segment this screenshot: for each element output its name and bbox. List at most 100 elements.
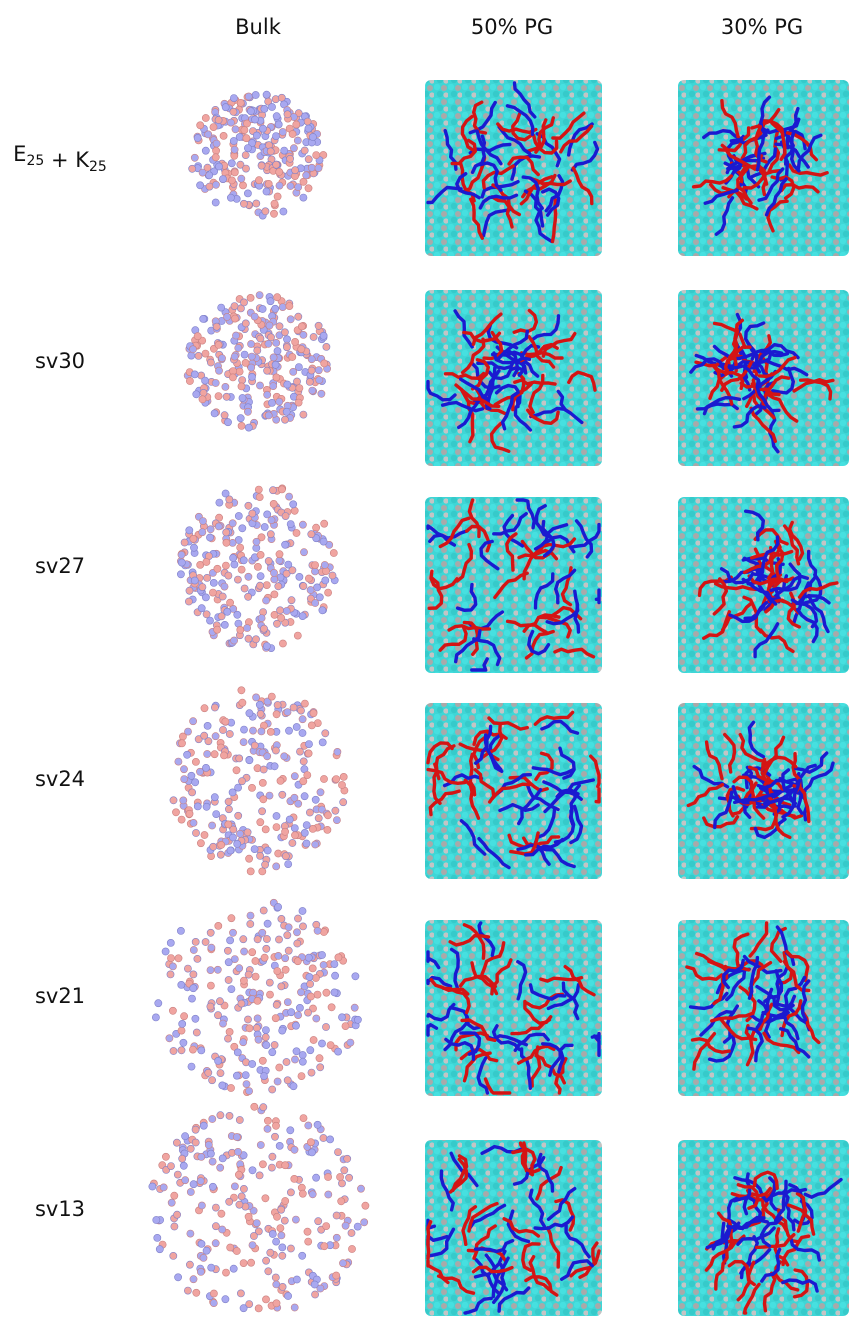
bead (273, 711, 280, 718)
bead (243, 135, 250, 142)
bead (284, 111, 291, 118)
bead (260, 1104, 267, 1111)
bead (276, 1064, 283, 1071)
bead (297, 989, 304, 996)
bead (322, 1023, 329, 1030)
bead (227, 847, 234, 854)
bead (318, 951, 325, 958)
bead (235, 1171, 242, 1178)
bead (256, 1172, 263, 1179)
bead (244, 190, 251, 197)
bead (235, 784, 242, 791)
bead (264, 1117, 271, 1124)
bead (300, 583, 307, 590)
bead (236, 830, 243, 837)
bead (317, 789, 324, 796)
bead (279, 640, 286, 647)
label-text: sv21 (35, 984, 85, 1008)
bead (206, 534, 213, 541)
bead (290, 368, 297, 375)
bead (314, 927, 321, 934)
bead (212, 199, 219, 206)
bead (201, 705, 208, 712)
bead (256, 701, 263, 708)
bead (225, 821, 232, 828)
bead (170, 797, 177, 804)
bead (314, 991, 321, 998)
bead (222, 383, 229, 390)
bead (303, 172, 310, 179)
bead (215, 163, 222, 170)
bead (207, 929, 214, 936)
bead (273, 1300, 280, 1307)
bead (315, 367, 322, 374)
bead (267, 1249, 274, 1256)
bead (320, 1134, 327, 1141)
bead (332, 972, 339, 979)
bead (240, 726, 247, 733)
bead (241, 351, 248, 358)
bead (300, 1115, 307, 1122)
row-label: sv24 (35, 767, 85, 791)
label-text: sv27 (35, 554, 85, 578)
bead (282, 1162, 289, 1169)
bead (238, 383, 245, 390)
bead (198, 1240, 205, 1247)
bead (184, 751, 191, 758)
bead (212, 154, 219, 161)
bead (279, 1244, 286, 1251)
bead (272, 747, 279, 754)
bead (214, 1012, 221, 1019)
bead (182, 1133, 189, 1140)
bead (209, 1115, 216, 1122)
pg50-snapshot (425, 703, 602, 879)
bead (266, 991, 273, 998)
bead (273, 1001, 280, 1008)
bead (293, 1048, 300, 1055)
bead (262, 1296, 269, 1303)
bead (303, 840, 310, 847)
bead (199, 169, 206, 176)
bead (313, 152, 320, 159)
bead (272, 1122, 279, 1129)
bead (292, 167, 299, 174)
bead (225, 572, 232, 579)
bead (293, 929, 300, 936)
bead (273, 1238, 280, 1245)
bead (277, 777, 284, 784)
bead (215, 393, 222, 400)
bead (258, 728, 265, 735)
bead (192, 1126, 199, 1133)
bead (224, 947, 231, 954)
bead (297, 707, 304, 714)
bead (181, 1013, 188, 1020)
bead (240, 557, 247, 564)
bead (295, 184, 302, 191)
bead (334, 748, 341, 755)
bead (219, 1082, 226, 1089)
bead (242, 359, 249, 366)
bead (189, 1046, 196, 1053)
bead (293, 121, 300, 128)
column-header: 30% PG (721, 15, 803, 39)
bead (287, 1127, 294, 1134)
bead (182, 1177, 189, 1184)
bead (252, 973, 259, 980)
bead (184, 1287, 191, 1294)
bead (249, 1060, 256, 1067)
bead (257, 710, 264, 717)
bead (273, 863, 280, 870)
bead (287, 1245, 294, 1252)
bead (236, 1201, 243, 1208)
bead (275, 121, 282, 128)
bead (275, 583, 282, 590)
row-label: sv30 (35, 349, 85, 373)
bead (288, 1009, 295, 1016)
bead (329, 572, 336, 579)
bead (252, 636, 259, 643)
bead (292, 1216, 299, 1223)
bead (292, 338, 299, 345)
figure: Bulk 50% PG 30% PG E25 + K25sv30sv27sv24… (0, 0, 849, 1340)
bead (209, 822, 216, 829)
bead (226, 1112, 233, 1119)
